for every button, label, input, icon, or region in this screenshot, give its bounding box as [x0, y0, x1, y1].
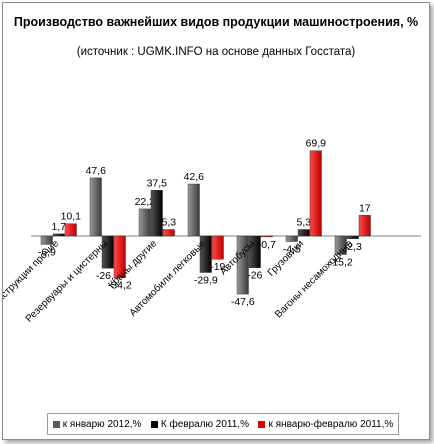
data-label-1-3: 22,2 — [135, 196, 156, 208]
bar-2-2 — [101, 235, 114, 269]
legend-label-series-2: К февралю 2011,% — [160, 418, 249, 430]
legend-swatch-series-1 — [52, 420, 60, 428]
bar-2-5 — [248, 235, 261, 268]
bar-2-6 — [297, 229, 310, 237]
data-label-2-1: 1,7 — [51, 221, 66, 233]
data-label-2-7: -2,3 — [344, 241, 362, 253]
data-label-2-6: 5,3 — [296, 217, 311, 229]
data-label-3-6: 69,9 — [306, 138, 327, 150]
data-label-2-4: -29,9 — [194, 275, 218, 287]
data-label-3-5: -0,7 — [258, 239, 276, 251]
data-label-3-7: 17 — [359, 202, 371, 214]
bar-3-4 — [211, 235, 224, 260]
bar-1-4 — [187, 183, 200, 237]
data-label-3-3: 5,3 — [161, 217, 176, 229]
data-label-1-6: -4,5 — [283, 244, 301, 256]
bar-2-7 — [346, 235, 359, 239]
bar-3-5 — [260, 235, 273, 238]
data-label-3-2: -34,2 — [108, 280, 132, 292]
data-label-2-5: -26 — [247, 270, 262, 282]
bar-2-3 — [150, 190, 163, 237]
chart-title: Производство важнейших видов продукции м… — [13, 15, 419, 29]
legend-item-series-2: К февралю 2011,% — [150, 418, 249, 430]
legend-item-series-1: к январю 2012,% — [52, 418, 142, 430]
bar-2-1 — [52, 233, 65, 237]
bar-1-7 — [334, 235, 347, 255]
legend-label-series-3: к январю-февралю 2011,% — [268, 418, 394, 430]
bar-1-6 — [285, 235, 298, 242]
data-label-1-2: 47,6 — [86, 165, 107, 177]
bar-1-3 — [138, 208, 151, 237]
bar-1-5 — [236, 235, 249, 295]
chart-frame: Производство важнейших видов продукции м… — [2, 2, 430, 440]
bar-3-7 — [358, 215, 371, 237]
data-label-3-1: 10,1 — [61, 211, 82, 223]
data-label-1-1: -6,9 — [38, 246, 56, 258]
chart-legend: к январю 2012,% К февралю 2011,% к январ… — [47, 413, 399, 435]
bar-1-1 — [40, 235, 53, 245]
data-label-1-7: -15,2 — [329, 257, 353, 269]
legend-label-series-1: к январю 2012,% — [62, 418, 142, 430]
legend-swatch-series-2 — [150, 420, 158, 428]
bar-3-6 — [309, 150, 322, 237]
data-label-1-4: 42,6 — [184, 171, 205, 183]
data-label-3-4: -19 — [210, 261, 225, 273]
bar-2-4 — [199, 235, 212, 273]
bar-3-2 — [113, 235, 126, 278]
data-label-1-5: -47,6 — [231, 296, 255, 308]
bar-3-1 — [64, 223, 77, 237]
chart-subtitle: (источник : UGMK.INFO на основе данных Г… — [76, 46, 356, 58]
bar-1-2 — [89, 177, 102, 237]
bar-3-3 — [162, 229, 175, 237]
data-label-2-3: 37,5 — [147, 177, 168, 189]
legend-item-series-3: к январю-февралю 2011,% — [258, 419, 393, 430]
legend-swatch-series-3 — [258, 420, 266, 428]
